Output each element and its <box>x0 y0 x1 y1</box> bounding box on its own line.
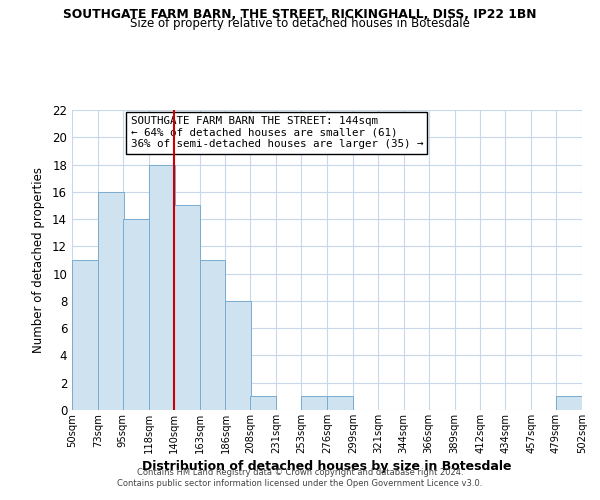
Bar <box>149 164 175 410</box>
Bar <box>327 396 353 410</box>
Bar <box>72 260 98 410</box>
Bar <box>556 396 582 410</box>
Bar <box>199 260 226 410</box>
Bar <box>250 396 276 410</box>
Bar <box>98 192 124 410</box>
Bar <box>226 301 251 410</box>
Text: SOUTHGATE FARM BARN, THE STREET, RICKINGHALL, DISS, IP22 1BN: SOUTHGATE FARM BARN, THE STREET, RICKING… <box>63 8 537 20</box>
Y-axis label: Number of detached properties: Number of detached properties <box>32 167 45 353</box>
Bar <box>173 206 199 410</box>
Text: Contains HM Land Registry data © Crown copyright and database right 2024.
Contai: Contains HM Land Registry data © Crown c… <box>118 468 482 487</box>
Text: Size of property relative to detached houses in Botesdale: Size of property relative to detached ho… <box>130 18 470 30</box>
Text: SOUTHGATE FARM BARN THE STREET: 144sqm
← 64% of detached houses are smaller (61): SOUTHGATE FARM BARN THE STREET: 144sqm ←… <box>131 116 423 149</box>
X-axis label: Distribution of detached houses by size in Botesdale: Distribution of detached houses by size … <box>142 460 512 473</box>
Bar <box>301 396 327 410</box>
Bar <box>123 219 149 410</box>
